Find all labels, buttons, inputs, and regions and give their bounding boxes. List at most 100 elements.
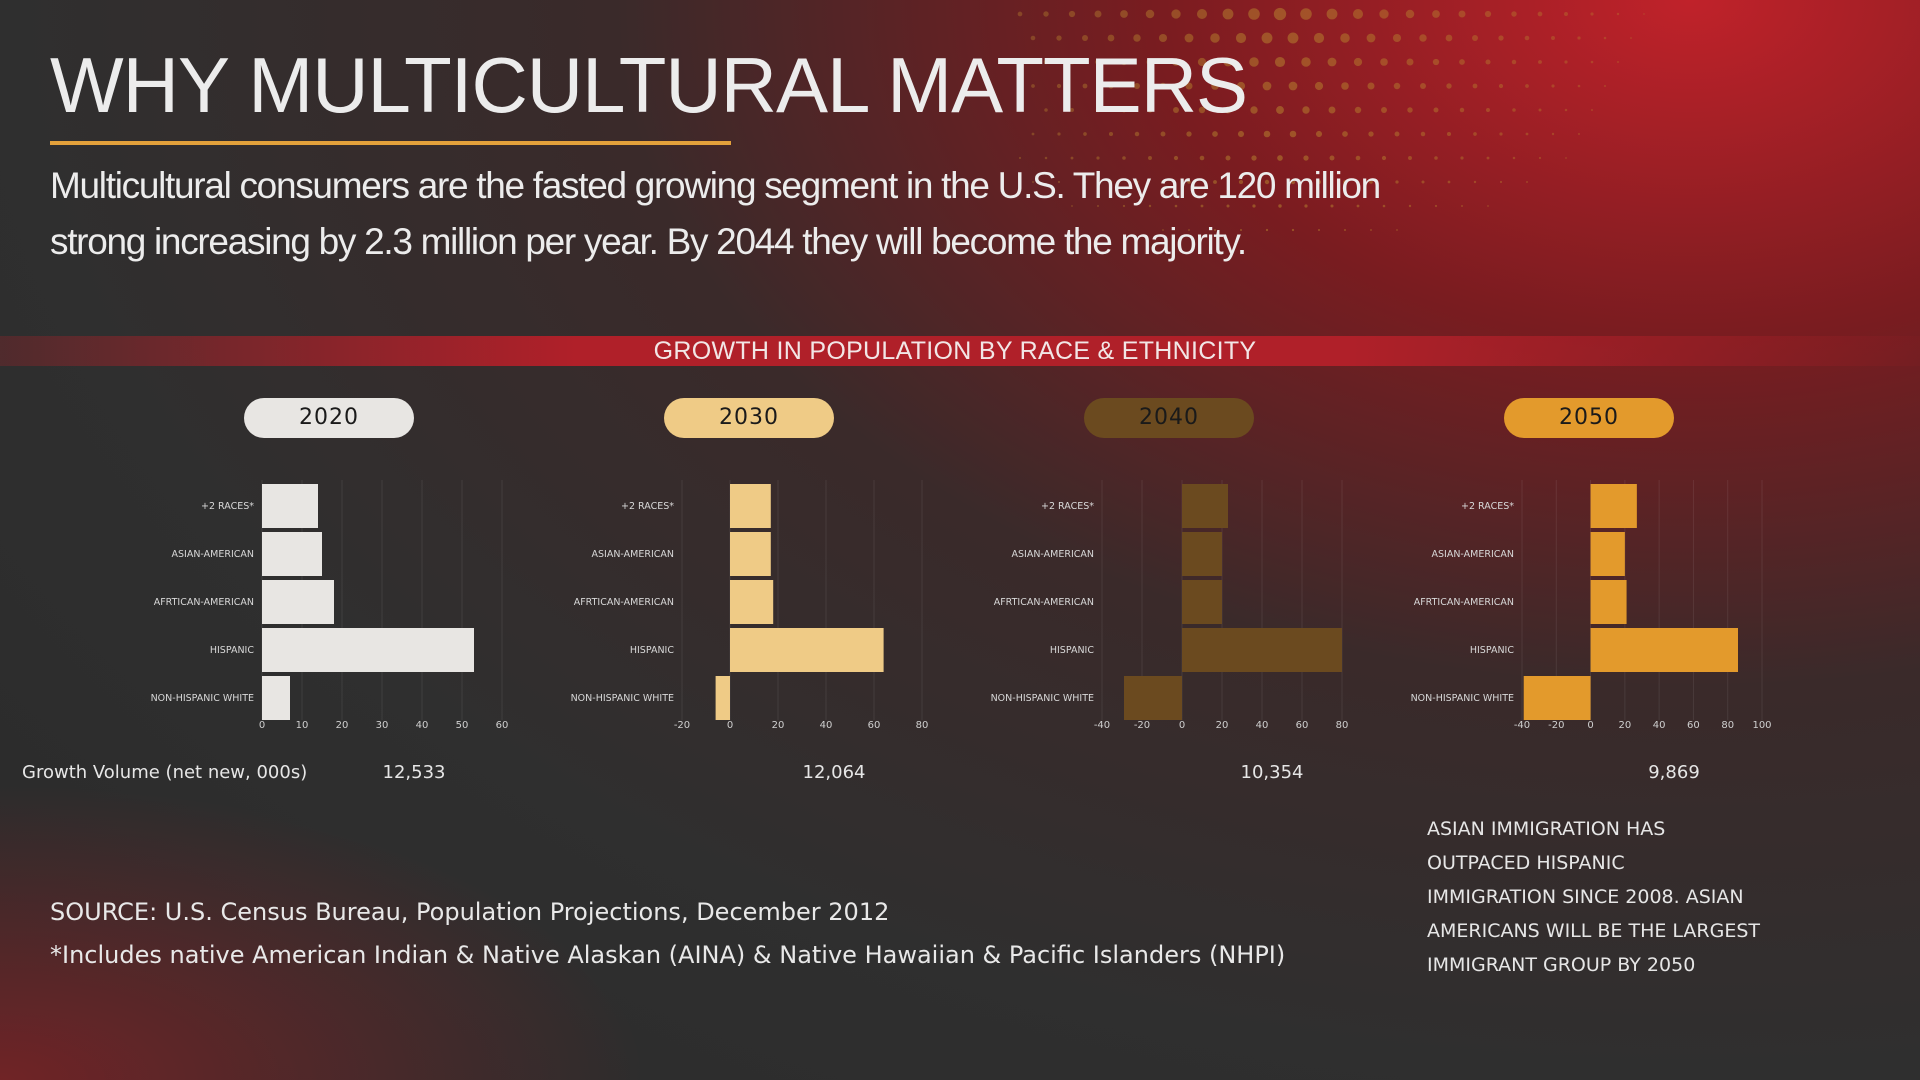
x-tick-label: 80 — [916, 720, 929, 731]
x-tick-label: 20 — [1216, 720, 1229, 731]
halftone-dot — [1108, 83, 1114, 89]
halftone-dot — [1174, 204, 1178, 208]
halftone-dot — [1408, 204, 1412, 208]
x-tick-label: 20 — [336, 720, 349, 731]
halftone-dot — [1327, 57, 1337, 67]
halftone-dot — [1094, 10, 1102, 18]
halftone-dot — [1316, 179, 1322, 185]
halftone-dot — [1186, 131, 1192, 137]
footnote: *Includes native American Indian & Nativ… — [50, 941, 1286, 969]
halftone-dot — [1396, 229, 1398, 231]
halftone-dot — [1313, 32, 1325, 44]
halftone-dot — [1145, 9, 1155, 19]
halftone-dot — [1406, 58, 1414, 66]
halftone-dot — [1018, 60, 1022, 64]
halftone-dot — [1304, 204, 1308, 208]
halftone-dot — [1330, 204, 1334, 208]
immigration-note: ASIAN IMMIGRATION HAS OUTPACED HISPANIC … — [1427, 812, 1767, 982]
category-label: HISPANIC — [630, 645, 675, 656]
section-banner — [0, 336, 1920, 366]
bar-asian-american — [730, 532, 771, 576]
halftone-dot — [1511, 11, 1517, 17]
halftone-dot — [1370, 229, 1372, 231]
halftone-dot — [1158, 33, 1168, 43]
x-tick-label: -40 — [1094, 720, 1110, 731]
category-label: HISPANIC — [210, 645, 255, 656]
halftone-dot — [1538, 156, 1542, 160]
category-label: ASIAN-AMERICAN — [172, 549, 255, 560]
x-tick-label: 80 — [1336, 720, 1349, 731]
x-tick-label: 40 — [1256, 720, 1269, 731]
halftone-dot — [1249, 57, 1259, 67]
halftone-dot — [1317, 228, 1321, 232]
halftone-dot — [1122, 204, 1126, 208]
halftone-dot — [1367, 82, 1375, 90]
bar-afrtican-american — [1182, 580, 1222, 624]
halftone-dot — [1301, 57, 1311, 67]
halftone-dot — [1499, 132, 1503, 136]
halftone-dot — [1223, 57, 1233, 67]
growth-volume-2020: 12,533 — [382, 762, 446, 783]
halftone-dot — [1459, 59, 1465, 65]
halftone-dot — [1211, 82, 1219, 90]
halftone-dot — [1097, 205, 1099, 207]
halftone-dot — [1603, 84, 1607, 88]
halftone-dot — [1196, 8, 1208, 20]
category-label: +2 RACES* — [1041, 501, 1094, 512]
halftone-dot — [1044, 156, 1048, 160]
halftone-dot — [1434, 156, 1438, 160]
halftone-dot — [1472, 83, 1478, 89]
halftone-dot — [1248, 8, 1260, 20]
halftone-dot — [1134, 131, 1140, 137]
halftone-dot — [1512, 156, 1516, 160]
halftone-dot — [1314, 81, 1324, 91]
halftone-dot — [1095, 107, 1101, 113]
halftone-dot — [1405, 9, 1415, 19]
bar-afrtican-american — [262, 580, 334, 624]
halftone-dot — [1486, 156, 1490, 160]
halftone-dot — [1344, 229, 1346, 231]
halftone-dot — [1499, 180, 1503, 184]
halftone-dot — [1471, 34, 1479, 42]
halftone-dot — [1032, 181, 1034, 183]
halftone-dot — [1381, 155, 1387, 161]
halftone-dot — [1590, 12, 1594, 16]
halftone-dot — [1643, 13, 1645, 15]
halftone-dot — [1303, 155, 1309, 161]
halftone-dot — [1147, 107, 1153, 113]
x-tick-label: 60 — [1687, 720, 1700, 731]
halftone-dot — [1273, 7, 1287, 21]
halftone-dot — [1526, 181, 1528, 183]
halftone-dot — [1564, 12, 1568, 16]
x-tick-label: 60 — [868, 720, 881, 731]
year-pill-2030: 2030 — [664, 398, 834, 438]
halftone-dot — [1071, 205, 1073, 207]
bar--2-races — [1590, 484, 1637, 528]
category-label: +2 RACES* — [1461, 501, 1514, 512]
halftone-dot — [1162, 229, 1164, 231]
halftone-dot — [1394, 131, 1400, 137]
halftone-dot — [1108, 131, 1114, 137]
halftone-dot — [1274, 56, 1286, 68]
category-label: NON-HISPANIC WHITE — [1411, 693, 1514, 704]
halftone-dot — [1287, 32, 1299, 44]
halftone-dot — [1353, 57, 1363, 67]
x-tick-label: 30 — [376, 720, 389, 731]
x-tick-label: -40 — [1514, 720, 1530, 731]
x-tick-label: 0 — [259, 720, 265, 731]
halftone-dot — [1031, 132, 1035, 136]
halftone-dot — [1419, 34, 1427, 42]
halftone-dot — [1107, 34, 1115, 42]
halftone-dot — [1380, 58, 1388, 66]
intro-text: Multicultural consumers are the fasted g… — [50, 158, 1470, 270]
halftone-dot — [1352, 8, 1364, 20]
halftone-dot — [1159, 82, 1167, 90]
halftone-dot — [1382, 204, 1386, 208]
halftone-dot — [1393, 82, 1401, 90]
intro-line-1: Multicultural consumers are the fasted g… — [50, 165, 1381, 206]
halftone-dot — [1278, 204, 1282, 208]
halftone-dot — [1224, 106, 1232, 114]
bar-non-hispanic-white — [262, 676, 290, 720]
x-tick-label: 40 — [820, 720, 833, 731]
halftone-dot — [1461, 205, 1463, 207]
